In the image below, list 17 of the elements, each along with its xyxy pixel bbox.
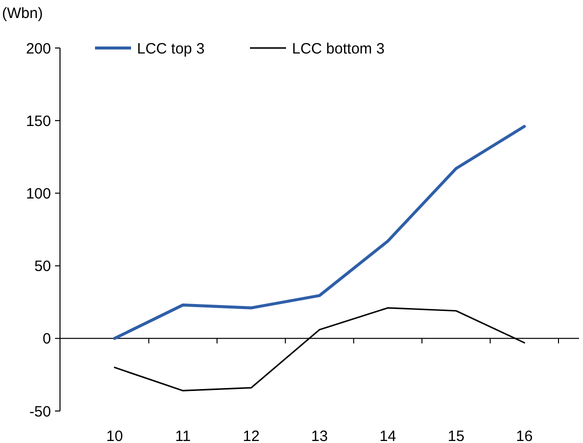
y-tick-label: 200 [26,40,51,58]
x-tick-label: 16 [516,428,533,443]
legend-label: LCC top 3 [137,40,205,58]
x-tick-label: 11 [175,428,191,443]
x-tick-label: 13 [311,428,328,443]
x-tick-label: 10 [106,428,123,443]
y-tick-label: -50 [29,403,51,420]
x-tick-label: 14 [379,428,396,443]
y-tick-label: 0 [42,330,51,348]
y-axis-title: (Wbn) [2,5,43,22]
legend-label: LCC bottom 3 [292,40,385,58]
x-tick-label: 12 [242,428,260,443]
line-series [113,124,526,340]
y-tick-label: 50 [34,258,51,276]
x-tick-label: 15 [448,428,464,443]
y-tick-label: 150 [26,112,51,130]
y-tick-label: 100 [26,185,51,202]
